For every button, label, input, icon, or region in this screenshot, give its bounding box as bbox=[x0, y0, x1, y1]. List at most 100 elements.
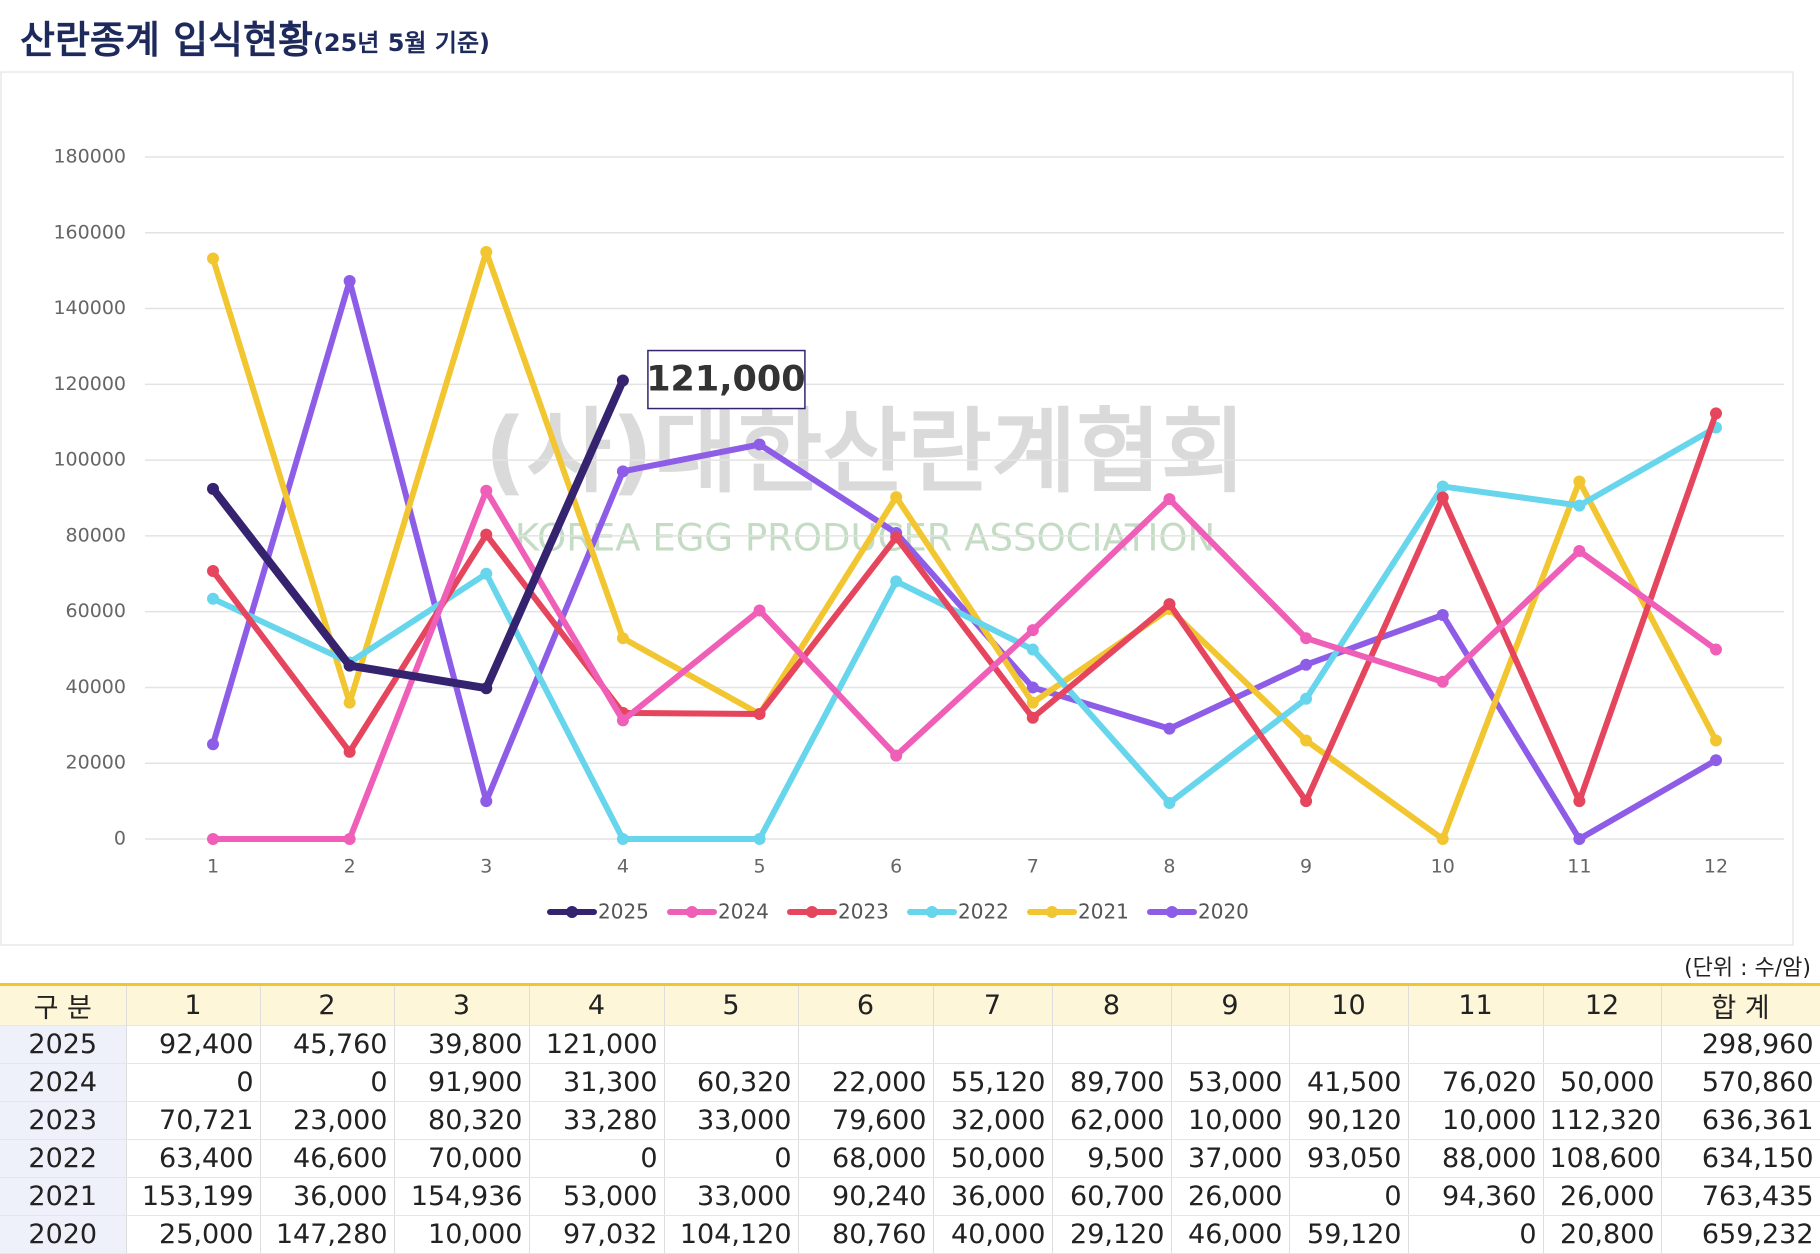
data-point bbox=[1436, 675, 1449, 688]
table-cell: 33,000 bbox=[664, 1101, 799, 1140]
watermark: (사)대한산란계협회 bbox=[484, 398, 1245, 505]
data-point bbox=[1026, 643, 1039, 656]
table-cell: 5 bbox=[664, 983, 799, 1026]
table-cell: 구 분 bbox=[0, 983, 127, 1026]
title: 산란종계 입식현황 bbox=[20, 18, 313, 62]
table-cell bbox=[1289, 1025, 1409, 1064]
data-point bbox=[207, 482, 219, 495]
table-cell: 4 bbox=[529, 983, 665, 1026]
y-tick-label: 60000 bbox=[66, 600, 126, 622]
table-cell: 570,860 bbox=[1661, 1063, 1820, 1102]
data-point bbox=[616, 833, 629, 845]
table-cell: 37,000 bbox=[1171, 1139, 1290, 1178]
data-point bbox=[480, 567, 493, 580]
data-point bbox=[890, 491, 903, 504]
table-cell: 97,032 bbox=[529, 1215, 665, 1254]
data-point bbox=[1573, 833, 1586, 845]
data-point bbox=[753, 833, 766, 845]
table-cell: 9,500 bbox=[1052, 1139, 1172, 1178]
grid bbox=[145, 156, 1784, 840]
data-point bbox=[343, 833, 356, 845]
y-tick-label: 180000 bbox=[53, 146, 126, 168]
data-point bbox=[1300, 795, 1313, 808]
table-cell: 108,600 bbox=[1543, 1139, 1662, 1178]
data-point bbox=[343, 745, 356, 758]
data-point bbox=[1573, 499, 1586, 512]
table-cell bbox=[1408, 1025, 1544, 1064]
legend-dot bbox=[926, 906, 938, 918]
table-cell: 634,150 bbox=[1661, 1139, 1820, 1178]
data-point bbox=[480, 795, 493, 808]
table-cell bbox=[1052, 1025, 1172, 1064]
table-cell bbox=[933, 1025, 1053, 1064]
data-point bbox=[753, 707, 766, 720]
y-tick-label: 0 bbox=[114, 828, 126, 850]
x-tick-label: 8 bbox=[1163, 856, 1175, 878]
data-point bbox=[207, 592, 219, 605]
table-cell: 31,300 bbox=[529, 1063, 665, 1102]
data-point bbox=[616, 632, 629, 645]
data-point bbox=[753, 438, 766, 451]
table-cell: 55,120 bbox=[933, 1063, 1053, 1102]
data-point bbox=[1163, 797, 1176, 810]
legend-label: 2022 bbox=[958, 900, 1009, 924]
data-point bbox=[616, 465, 629, 478]
table-cell: 62,000 bbox=[1052, 1101, 1172, 1140]
data-point bbox=[207, 565, 219, 578]
data-point bbox=[1710, 754, 1722, 767]
legend-label: 2024 bbox=[718, 900, 769, 924]
data-point bbox=[1026, 624, 1039, 637]
annotation-box bbox=[647, 349, 806, 410]
table-cell: 12 bbox=[1543, 983, 1662, 1026]
table-cell: 1 bbox=[126, 983, 261, 1026]
table-cell: 70,000 bbox=[394, 1139, 530, 1178]
table-cell: 59,120 bbox=[1289, 1215, 1409, 1254]
table-cell: 154,936 bbox=[394, 1177, 530, 1216]
series-line bbox=[210, 410, 1719, 805]
data-point bbox=[480, 682, 493, 695]
table-cell: 0 bbox=[1289, 1177, 1409, 1216]
x-tick-label: 10 bbox=[1431, 856, 1455, 878]
legend-dot bbox=[1046, 906, 1058, 918]
legend-dot bbox=[806, 906, 818, 918]
table-cell: 90,120 bbox=[1289, 1101, 1409, 1140]
unit-note: (단위 : 수/암) bbox=[1684, 956, 1811, 981]
table-cell: 6 bbox=[798, 983, 934, 1026]
data-point bbox=[1300, 734, 1313, 747]
table-cell: 0 bbox=[529, 1139, 665, 1178]
x-tick-label: 2 bbox=[344, 856, 356, 878]
data-point bbox=[1573, 475, 1586, 488]
table-cell: 11 bbox=[1408, 983, 1544, 1026]
table-cell: 33,280 bbox=[529, 1101, 665, 1140]
table-cell: 53,000 bbox=[1171, 1063, 1290, 1102]
y-tick-label: 20000 bbox=[66, 752, 126, 774]
data-point bbox=[1573, 795, 1586, 808]
data-point bbox=[480, 484, 493, 497]
table-cell: 26,000 bbox=[1171, 1177, 1290, 1216]
data-point bbox=[343, 274, 356, 287]
table-cell: 63,400 bbox=[126, 1139, 261, 1178]
table-cell: 88,000 bbox=[1408, 1139, 1544, 1178]
legend-label: 2020 bbox=[1198, 900, 1249, 924]
series-line bbox=[209, 376, 627, 693]
table-cell: 9 bbox=[1171, 983, 1290, 1026]
table-cell: 0 bbox=[260, 1063, 395, 1102]
data-point bbox=[1163, 493, 1176, 506]
y-tick-label: 80000 bbox=[66, 524, 126, 546]
table-cell: 10,000 bbox=[1171, 1101, 1290, 1140]
data-point bbox=[1436, 480, 1449, 493]
chart-frame bbox=[0, 71, 1794, 946]
chart-title: 산란종계 입식현황(25년 5월 기준) bbox=[20, 18, 490, 62]
data-point bbox=[1436, 609, 1449, 622]
legend-dot bbox=[686, 906, 698, 918]
table-cell: 2024 bbox=[0, 1063, 127, 1102]
x-tick-label: 11 bbox=[1567, 856, 1591, 878]
data-point bbox=[616, 714, 629, 727]
table-cell: 29,120 bbox=[1052, 1215, 1172, 1254]
data-point bbox=[1573, 544, 1586, 557]
table-cell: 2021 bbox=[0, 1177, 127, 1216]
table-cell bbox=[1543, 1025, 1662, 1064]
data-point bbox=[1710, 407, 1722, 420]
legend-dot bbox=[1166, 906, 1178, 918]
